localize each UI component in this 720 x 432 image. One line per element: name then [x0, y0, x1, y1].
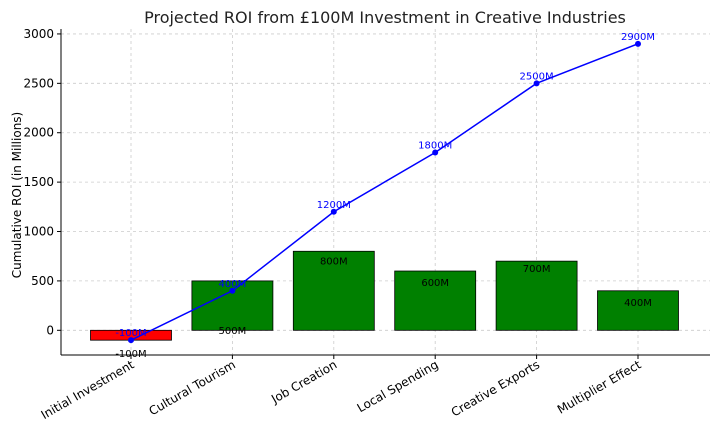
y-tick-label: 3000	[23, 27, 54, 41]
line-series: -100M 400M 1200M 1800M 2500M 2900M	[115, 32, 655, 344]
y-tick-label: 1500	[23, 175, 54, 189]
bar	[495, 260, 578, 331]
x-tick-label: Initial Investment	[39, 357, 137, 422]
bar-data-label: 500M	[219, 326, 247, 337]
line-point	[432, 149, 439, 156]
bar	[597, 290, 679, 331]
y-tick-label: 1000	[23, 225, 54, 239]
line-data-label: 400M	[219, 279, 247, 290]
chart-title: Projected ROI from £100M Investment in C…	[144, 8, 626, 27]
line-point	[635, 40, 641, 47]
line-data-label: 1200M	[317, 200, 351, 211]
line-point	[330, 208, 337, 215]
y-tick-label: 2000	[23, 126, 54, 140]
y-axis-ticks: 0 500 1000 1500 2000 2500 3000	[23, 27, 61, 337]
y-tick-label: 0	[46, 323, 54, 337]
line-data-label: 2500M	[520, 71, 554, 82]
line-data-label: 1800M	[418, 140, 452, 151]
line-data-label: -100M	[115, 328, 146, 339]
x-tick-label: Creative Exports	[449, 357, 542, 419]
line-point	[229, 287, 236, 294]
y-tick-label: 500	[31, 274, 54, 288]
bar	[292, 250, 375, 331]
line-point	[128, 337, 134, 344]
y-tick-label: 2500	[23, 76, 54, 90]
x-axis-ticks: Initial Investment Cultural Tourism Job Cr…	[39, 355, 644, 422]
x-tick-label: Multiplier Effect	[555, 357, 644, 416]
line-data-label: 2900M	[621, 32, 655, 43]
cumulative-roi-line	[130, 43, 639, 341]
y-axis-label: Cumulative ROI (in Millions)	[10, 112, 24, 278]
bar	[394, 270, 477, 331]
line-point	[533, 80, 540, 87]
bar-data-label: 400M	[624, 298, 652, 309]
x-tick-label: Cultural Tourism	[146, 357, 237, 418]
bar-data-label: 700M	[523, 264, 551, 275]
x-tick-label: Local Spending	[355, 357, 441, 415]
x-tick-label: Job Creation	[268, 357, 339, 406]
bar-series: -100M 500M 800M 600M 700M 400M	[90, 250, 679, 360]
bar-data-label: 600M	[421, 278, 449, 289]
bar-data-label: 800M	[320, 256, 348, 267]
